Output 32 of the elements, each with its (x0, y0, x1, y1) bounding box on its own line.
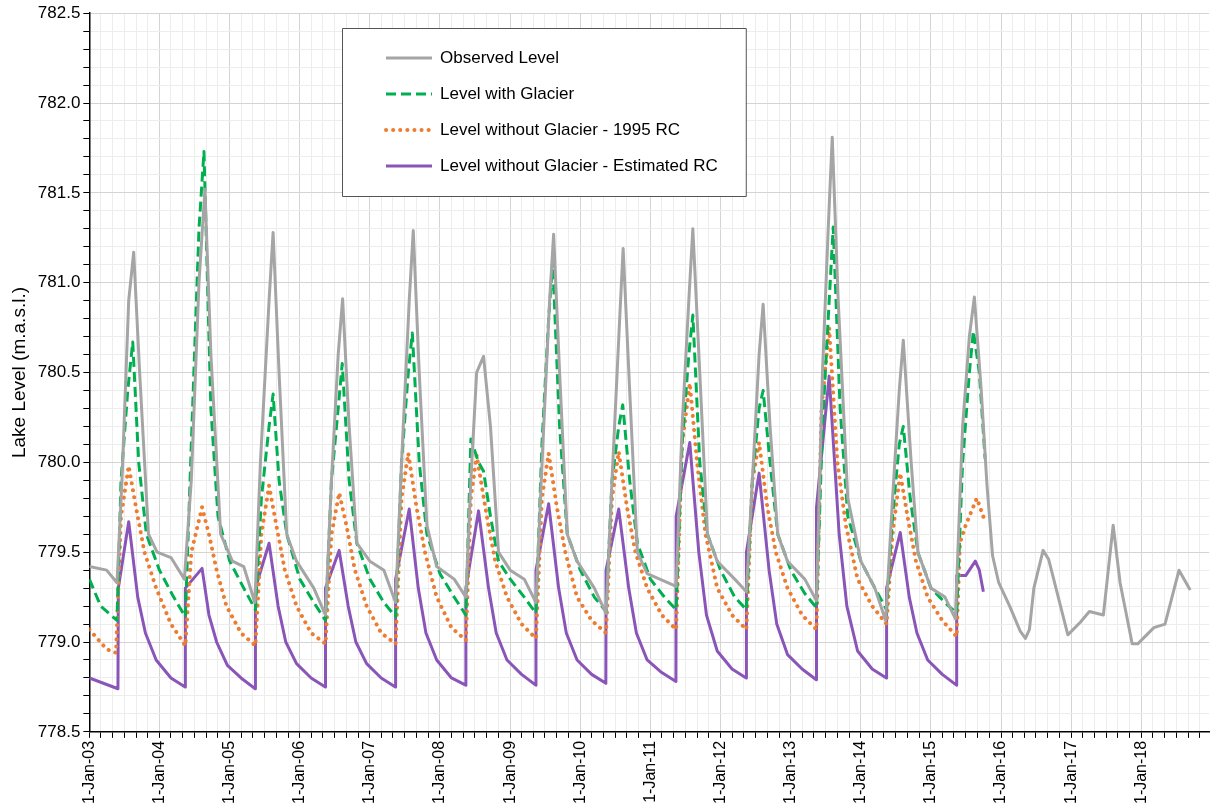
y-tick-label: 780.5 (37, 362, 81, 382)
x-tick-label: 1-Jan-12 (710, 740, 728, 805)
x-tick-label: 1-Jan-16 (991, 740, 1009, 805)
x-tick-label: 1-Jan-03 (79, 740, 97, 805)
legend-label: Level without Glacier - Estimated RC (440, 155, 718, 175)
x-tick-label: 1-Jan-18 (1131, 740, 1149, 805)
legend-label: Observed Level (440, 47, 560, 67)
y-tick-label: 778.5 (37, 721, 81, 741)
x-tick-label: 1-Jan-11 (640, 740, 658, 803)
y-axis-title: Lake Level (m.a.s.l.) (7, 286, 29, 459)
legend-label: Level with Glacier (440, 83, 575, 103)
x-tick-label: 1-Jan-07 (360, 740, 378, 805)
x-tick-label: 1-Jan-04 (149, 740, 167, 805)
y-tick-label: 781.5 (37, 182, 81, 202)
line-series (89, 150, 987, 622)
y-tick-label: 780.0 (37, 452, 81, 472)
legend-label: Level without Glacier - 1995 RC (440, 119, 681, 139)
x-tick-label: 1-Jan-05 (220, 740, 238, 805)
x-tick-label: 1-Jan-09 (500, 740, 518, 805)
line-series (89, 325, 988, 655)
y-tick-label: 781.0 (37, 272, 81, 292)
x-tick-label: 1-Jan-06 (290, 740, 308, 805)
x-tick-label: 1-Jan-14 (851, 740, 869, 805)
y-tick-label: 779.5 (37, 541, 81, 561)
y-tick-label: 779.0 (37, 631, 81, 651)
y-tick-label: 782.0 (37, 92, 81, 112)
x-tick-label: 1-Jan-17 (1061, 740, 1079, 805)
x-tick-label: 1-Jan-15 (921, 740, 939, 805)
x-tick-label: 1-Jan-13 (781, 740, 799, 805)
y-tick-label: 782.5 (37, 2, 81, 22)
x-tick-label: 1-Jan-10 (570, 740, 588, 805)
x-tick-label: 1-Jan-08 (430, 740, 448, 805)
